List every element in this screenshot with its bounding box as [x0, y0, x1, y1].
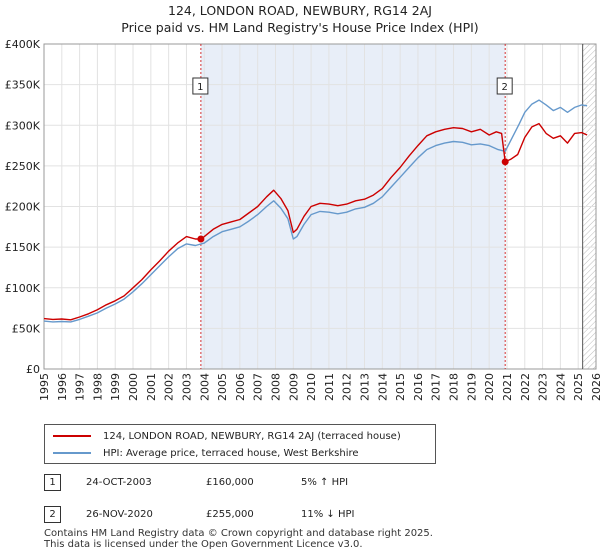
- x-tick-label: 2004: [198, 373, 211, 401]
- sale-badge-1: [192, 77, 209, 95]
- sale-badge-label-2: 2: [501, 82, 507, 93]
- y-tick-label: £250K: [5, 160, 41, 173]
- transaction-price: £255,000: [206, 508, 254, 520]
- x-tick-label: 2002: [163, 373, 176, 401]
- legend-item-property: 124, LONDON ROAD, NEWBURY, RG14 2AJ (ter…: [53, 428, 401, 444]
- sale-badge-label-1: 1: [197, 82, 203, 93]
- x-tick-label: 2026: [590, 373, 600, 401]
- x-tick-label: 2014: [376, 373, 389, 401]
- transaction-date: 24-OCT-2003: [86, 476, 152, 488]
- transaction-badge: 2: [44, 505, 61, 523]
- series-line-property: [43, 122, 588, 321]
- legend-item-hpi: HPI: Average price, terraced house, West…: [53, 445, 359, 461]
- x-tick-label: 2000: [127, 373, 140, 401]
- x-tick-label: 2019: [465, 373, 478, 401]
- x-tick-label: 1999: [109, 373, 122, 401]
- sale-badge-2: [496, 77, 513, 95]
- x-tick-label: 2003: [180, 373, 193, 401]
- legend-label-hpi: HPI: Average price, terraced house, West…: [103, 447, 359, 459]
- x-tick-label: 2018: [448, 373, 461, 401]
- legend-label-property: 124, LONDON ROAD, NEWBURY, RG14 2AJ (ter…: [103, 430, 401, 442]
- x-tick-label: 2011: [323, 373, 336, 401]
- chart-title-line1: 124, LONDON ROAD, NEWBURY, RG14 2AJ: [168, 3, 432, 18]
- y-tick-label: £50K: [12, 322, 41, 335]
- y-tick-label: £350K: [5, 79, 41, 92]
- series-line-hpi: [43, 99, 588, 323]
- footer-copyright: Contains HM Land Registry data © Crown c…: [44, 528, 433, 539]
- transaction-row-1: 1 24-OCT-2003 £160,000 5% ↑ HPI: [44, 473, 421, 491]
- price-chart: £0 £50K £100K £150K £200K £250K £300K £350K £400…: [5, 38, 600, 401]
- chart-title: 124, LONDON ROAD, NEWBURY, RG14 2AJ Pric…: [0, 2, 600, 36]
- x-tick-label: 1998: [91, 373, 104, 401]
- y-tick-label: £300K: [5, 119, 41, 132]
- footer: Contains HM Land Registry data © Crown c…: [44, 528, 433, 550]
- transaction-hpi: 5% ↑ HPI: [301, 476, 349, 488]
- x-tick-label: 2021: [501, 373, 514, 401]
- x-tick-label: 2010: [305, 373, 318, 401]
- legend-swatch-red: [53, 435, 91, 437]
- x-tick-label: 2005: [216, 373, 229, 401]
- y-tick-label: £150K: [5, 241, 41, 254]
- x-tick-label: 2001: [145, 373, 158, 401]
- legend: 124, LONDON ROAD, NEWBURY, RG14 2AJ (ter…: [44, 424, 436, 464]
- x-tick-label: 2015: [394, 373, 407, 401]
- plot-frame: [43, 43, 597, 370]
- x-tick-label: 1996: [56, 373, 69, 401]
- y-tick-label: £200K: [5, 201, 41, 214]
- x-tick-label: 2022: [519, 373, 532, 401]
- sale-point-2: [501, 158, 509, 166]
- transaction-hpi: 11% ↓ HPI: [301, 508, 355, 520]
- x-tick-label: 2009: [287, 373, 300, 401]
- footer-licence: This data is licensed under the Open Gov…: [44, 539, 363, 550]
- x-tick-label: 1997: [74, 373, 87, 401]
- x-tick-label: 2023: [537, 373, 550, 401]
- y-tick-label: £100K: [5, 282, 41, 295]
- x-tick-label: 1995: [38, 373, 51, 401]
- x-tick-label: 2012: [341, 373, 354, 401]
- transaction-date: 26-NOV-2020: [86, 508, 153, 520]
- x-tick-label: 2007: [252, 373, 265, 401]
- x-tick-label: 2013: [359, 373, 372, 401]
- transaction-row-2: 2 26-NOV-2020 £255,000 11% ↓ HPI: [44, 505, 421, 523]
- chart-title-line2: Price paid vs. HM Land Registry's House …: [121, 20, 479, 35]
- x-tick-label: 2025: [572, 373, 585, 401]
- sale-point-1: [197, 235, 205, 243]
- transaction-price: £160,000: [206, 476, 254, 488]
- y-tick-label: £400K: [5, 38, 41, 51]
- x-tick-label: 2008: [269, 373, 282, 401]
- legend-swatch-blue: [53, 452, 91, 454]
- x-tick-label: 2006: [234, 373, 247, 401]
- x-tick-label: 2020: [483, 373, 496, 401]
- y-tick-label: £0: [26, 363, 40, 376]
- x-tick-label: 2024: [554, 373, 567, 401]
- x-tick-label: 2017: [430, 373, 443, 401]
- transaction-badge: 1: [44, 473, 61, 491]
- x-tick-label: 2016: [412, 373, 425, 401]
